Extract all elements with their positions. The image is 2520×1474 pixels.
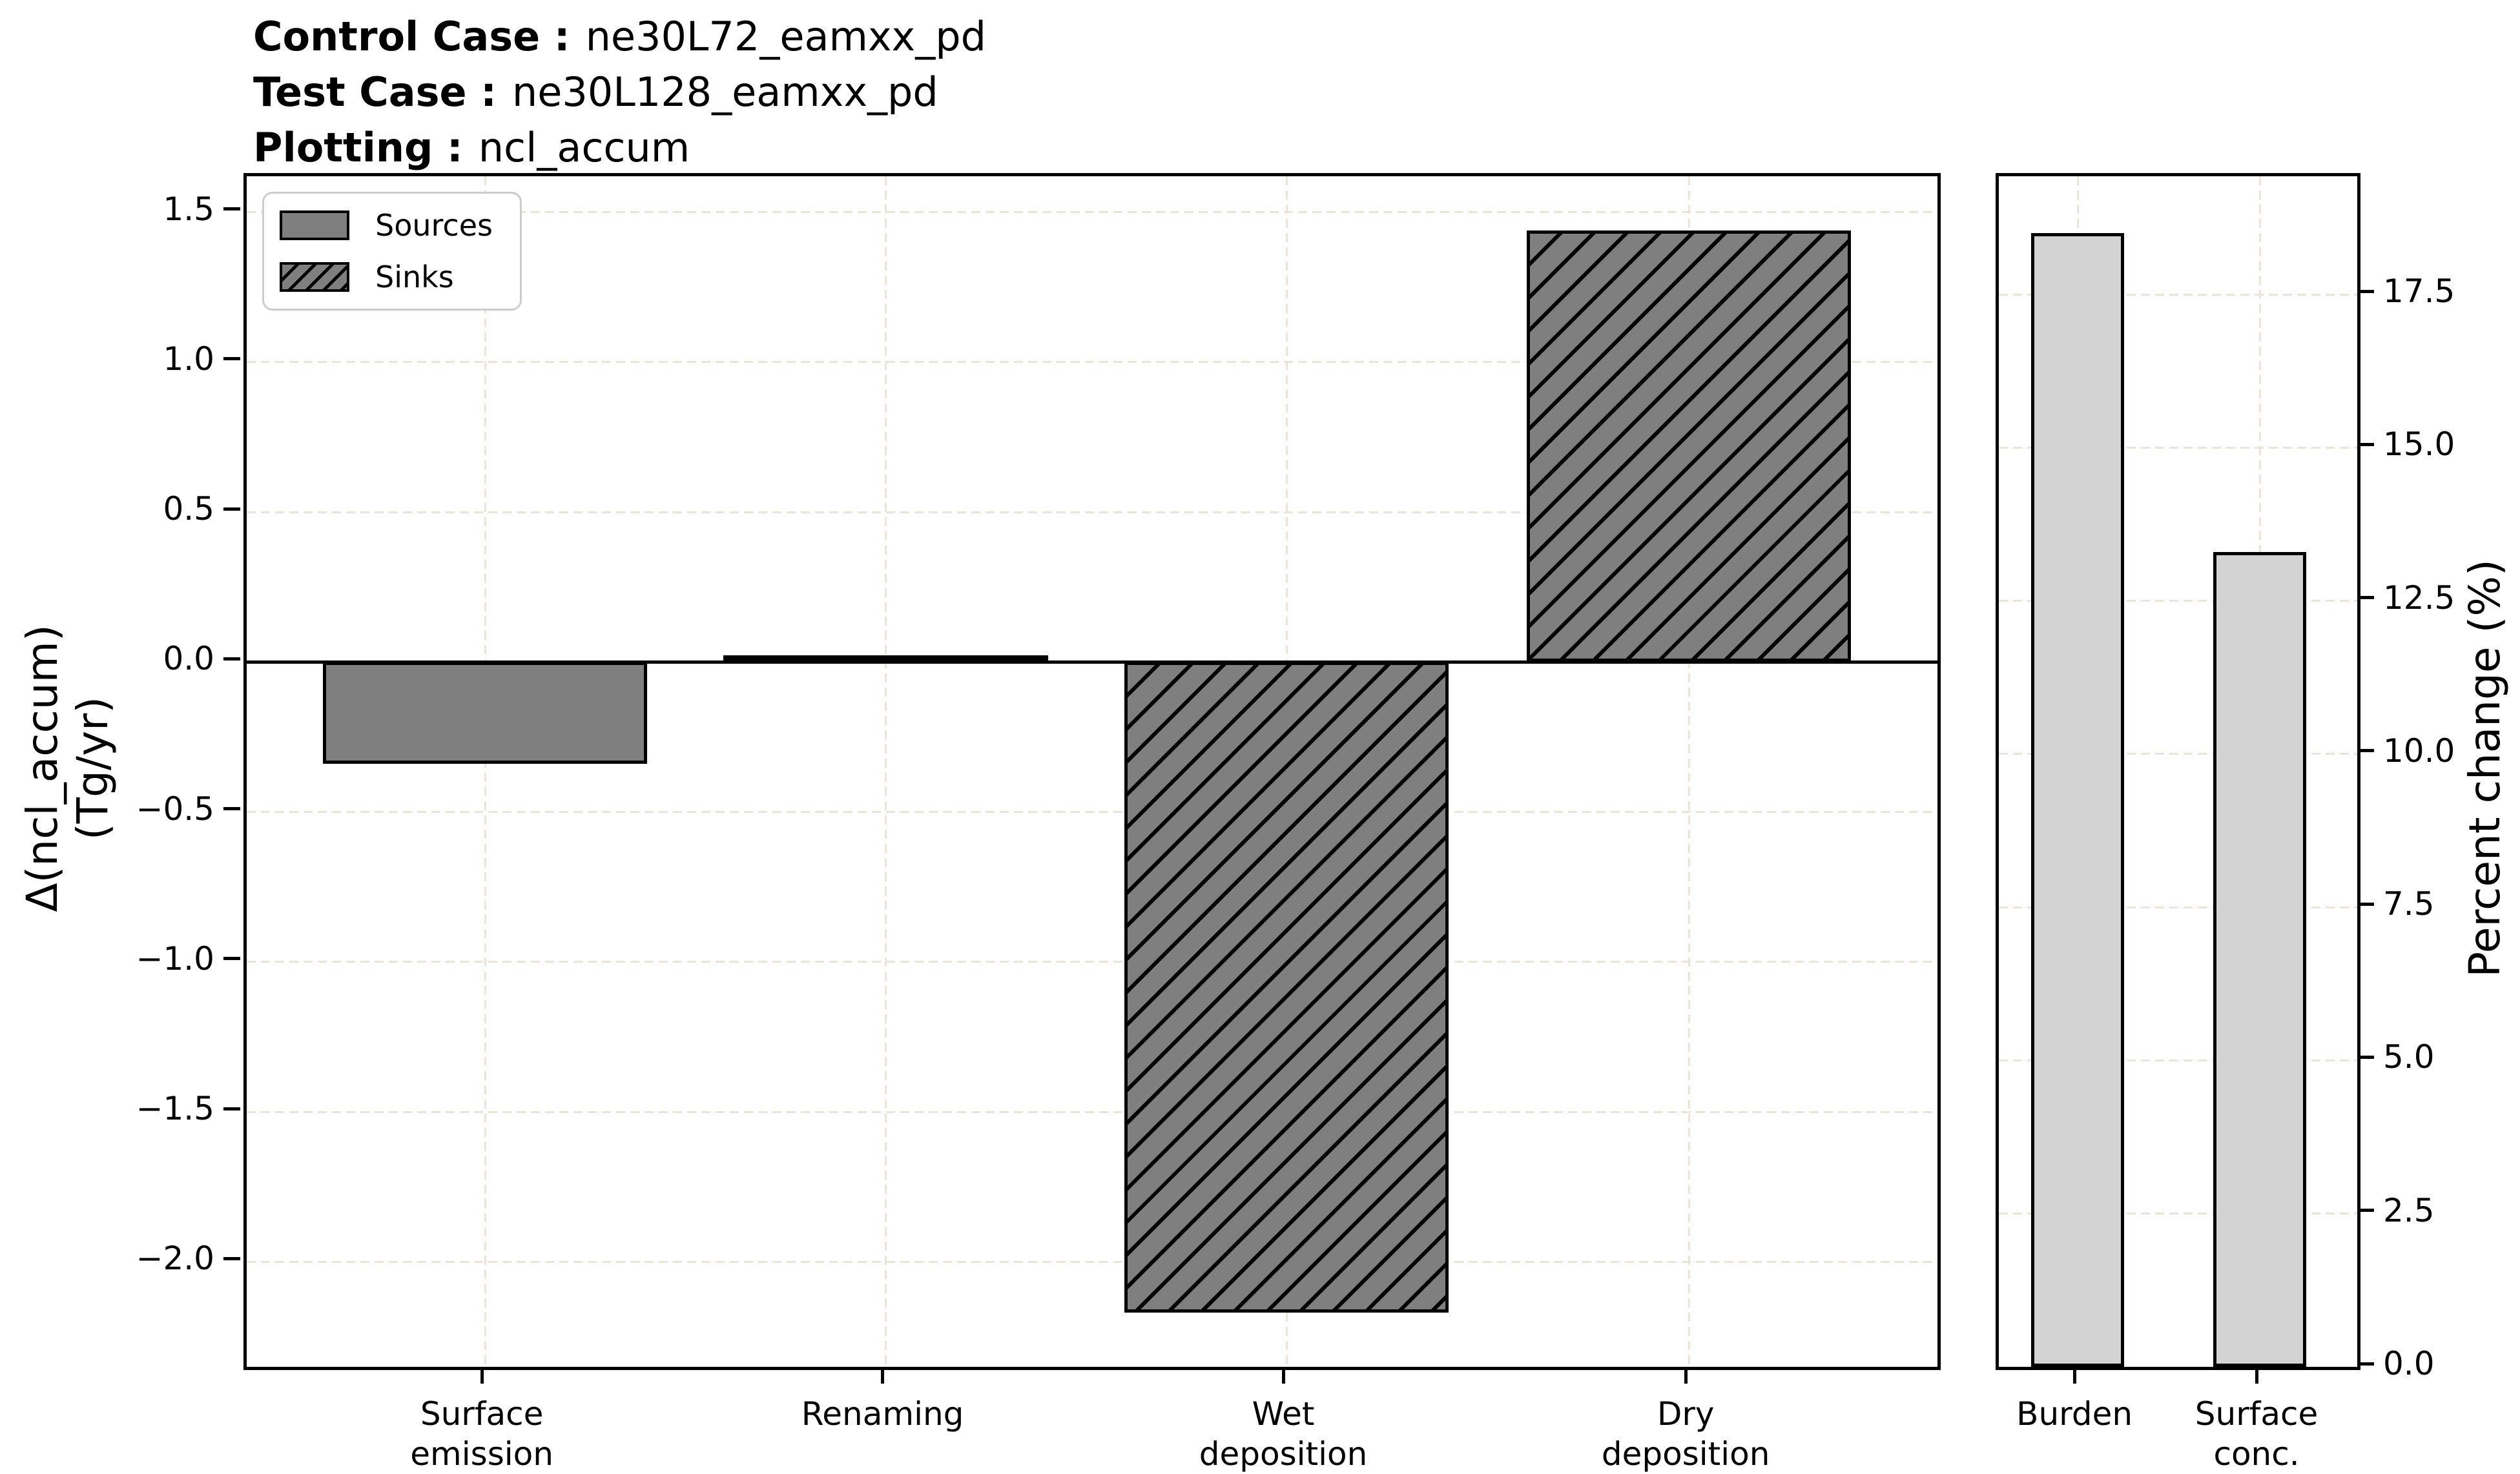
y-gridline — [247, 811, 1937, 814]
y-gridline — [1999, 293, 2357, 296]
bar-dry-deposition — [1526, 230, 1852, 662]
y-gridline — [1999, 1213, 2357, 1215]
x-tick-mark — [881, 1367, 885, 1384]
x-gridline — [484, 176, 486, 1367]
y-gridline — [247, 511, 1937, 513]
y-tick-label: 0.0 — [2383, 1345, 2435, 1382]
x-category-label-line: Surface — [2195, 1395, 2319, 1433]
y-tick-mark — [223, 207, 240, 211]
y-tick-label: 15.0 — [2383, 425, 2455, 464]
y-tick-label: 0.5 — [163, 490, 214, 528]
plotting-label: Plotting : — [253, 124, 463, 171]
x-tick-mark — [1281, 1367, 1285, 1384]
y-gridline — [1999, 1059, 2357, 1061]
y-gridline — [1999, 753, 2357, 755]
percent-change-axes — [1996, 173, 2360, 1370]
x-category-label-line: Surface — [420, 1395, 544, 1433]
y-tick-mark — [2357, 749, 2374, 753]
x-category-label-surface-conc: Surface conc. — [2056, 1394, 2457, 1474]
y-tick-mark — [2357, 902, 2374, 906]
y-tick-mark — [2357, 1209, 2374, 1213]
sinks-swatch-icon — [280, 262, 349, 292]
y-gridline — [1999, 446, 2357, 449]
y-tick-label: 10.0 — [2383, 732, 2455, 770]
control-case-value: ne30L72_eamxx_pd — [585, 13, 986, 60]
y-tick-label: 1.0 — [163, 340, 214, 378]
x-tick-mark — [2255, 1367, 2258, 1384]
legend-item-sinks: Sinks — [280, 260, 493, 294]
legend-label-sources: Sources — [375, 208, 493, 243]
y-tick-mark — [223, 1107, 240, 1111]
x-tick-mark — [2072, 1367, 2076, 1384]
legend: Sources Sinks — [262, 192, 522, 311]
x-tick-mark — [1684, 1367, 1688, 1384]
x-category-label-dry-deposition: Dry deposition — [1485, 1394, 1886, 1474]
y-tick-mark — [223, 807, 240, 811]
y-tick-mark — [2357, 442, 2374, 446]
bar-wet-deposition — [1124, 662, 1449, 1313]
header-plotting: Plotting : ncl_accum — [253, 120, 986, 176]
x-category-label-line: emission — [410, 1435, 553, 1473]
y-tick-label: −1.5 — [136, 1090, 214, 1128]
x-category-label-line: Renaming — [801, 1395, 964, 1433]
test-case-value: ne30L128_eamxx_pd — [511, 68, 938, 116]
header-test-case: Test Case : ne30L128_eamxx_pd — [253, 65, 986, 120]
x-gridline — [885, 176, 887, 1367]
y-tick-label: 12.5 — [2383, 578, 2455, 617]
y-gridline — [247, 1260, 1937, 1263]
y-tick-label: −1.0 — [136, 939, 214, 978]
y-gridline — [247, 961, 1937, 963]
x-category-label-burden: Burden — [1874, 1394, 2275, 1434]
bar-surface-emission — [322, 662, 648, 764]
y-tick-label: 2.5 — [2383, 1191, 2435, 1229]
y-tick-mark — [223, 657, 240, 660]
control-case-label: Control Case : — [253, 13, 570, 60]
x-category-label-line: Wet — [1252, 1395, 1315, 1433]
x-category-label-line: deposition — [1199, 1435, 1368, 1473]
y-tick-label: 7.5 — [2383, 885, 2435, 923]
x-category-label-surface-emission: Surface emission — [282, 1394, 682, 1474]
y-gridline — [247, 361, 1937, 363]
header: Control Case : ne30L72_eamxx_pd Test Case… — [253, 9, 986, 176]
y-tick-label: −0.5 — [136, 790, 214, 828]
header-control-case: Control Case : ne30L72_eamxx_pd — [253, 9, 986, 65]
x-category-label-renaming: Renaming — [683, 1394, 1083, 1434]
flux-budget-axes: Sources Sinks — [243, 173, 1941, 1370]
bar-burden — [2030, 233, 2125, 1367]
x-category-label-line: Dry — [1657, 1395, 1715, 1433]
y-tick-mark — [2357, 596, 2374, 600]
y-tick-label: 5.0 — [2383, 1038, 2435, 1076]
y-gridline — [1999, 600, 2357, 602]
legend-item-sources: Sources — [280, 208, 493, 243]
y-gridline — [247, 1111, 1937, 1113]
x-category-label-line: Burden — [2016, 1395, 2133, 1433]
plotting-value: ncl_accum — [478, 124, 690, 171]
bar-surface-conc — [2213, 551, 2307, 1367]
y-tick-mark — [2357, 1362, 2374, 1366]
x-category-label-line: deposition — [1601, 1435, 1770, 1473]
y-tick-mark — [223, 507, 240, 511]
y-tick-mark — [223, 357, 240, 361]
y-tick-mark — [2357, 1055, 2374, 1059]
y-tick-label: 17.5 — [2383, 272, 2455, 311]
x-tick-mark — [480, 1367, 484, 1384]
right-y-axis-label: Percent change (%) — [2460, 559, 2510, 978]
x-category-label-wet-deposition: Wet deposition — [1083, 1394, 1483, 1474]
y-tick-mark — [223, 1256, 240, 1260]
x-category-label-line: conc. — [2213, 1435, 2300, 1473]
y-gridline — [247, 211, 1937, 214]
legend-label-sinks: Sinks — [375, 260, 454, 294]
y-tick-label: −2.0 — [136, 1240, 214, 1278]
y-tick-mark — [223, 957, 240, 961]
y-tick-label: 1.5 — [163, 190, 214, 228]
x-gridline — [1688, 176, 1690, 1367]
sources-swatch-icon — [280, 210, 349, 240]
y-tick-label: 0.0 — [163, 640, 214, 678]
y-tick-mark — [2357, 289, 2374, 293]
test-case-label: Test Case : — [253, 68, 497, 116]
bar-renaming — [723, 655, 1048, 662]
zero-line — [247, 660, 1937, 664]
y-gridline — [1999, 906, 2357, 908]
